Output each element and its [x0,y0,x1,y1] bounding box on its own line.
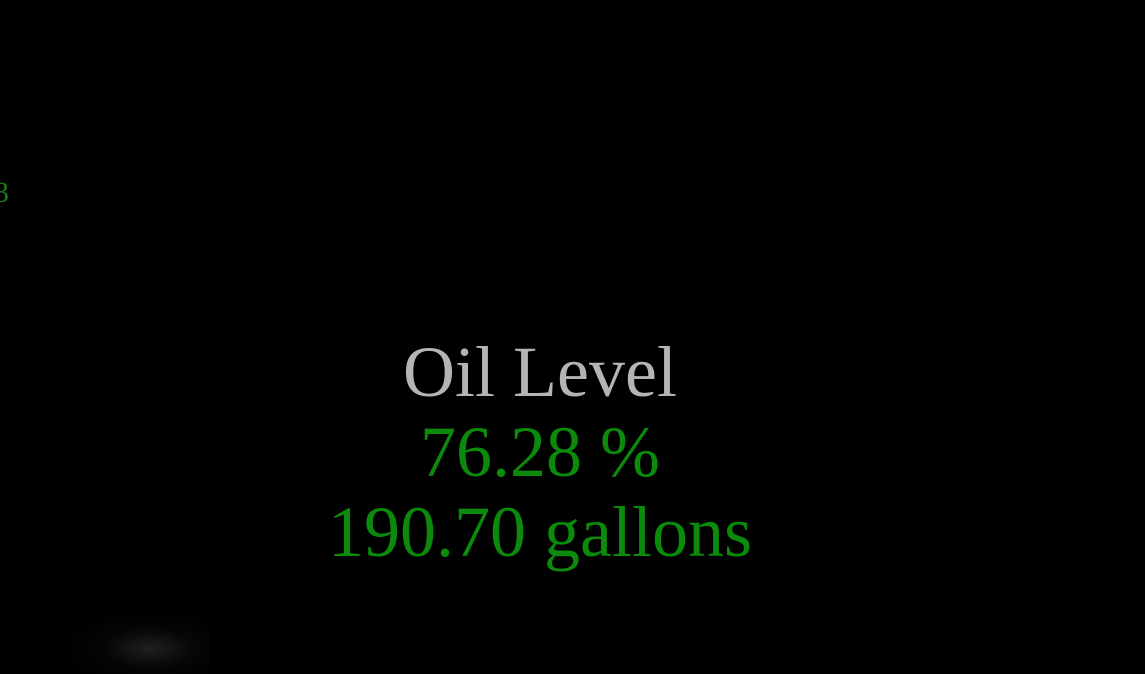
oil-level-percent: 76.28 % [420,412,660,492]
edge-fragment-text: 3 [0,176,9,209]
oil-level-readout: Oil Level 76.28 % 190.70 gallons [0,332,1080,572]
oil-level-title: Oil Level [403,332,677,412]
oil-level-volume: 190.70 gallons [328,492,752,572]
background-smudge [60,610,210,674]
